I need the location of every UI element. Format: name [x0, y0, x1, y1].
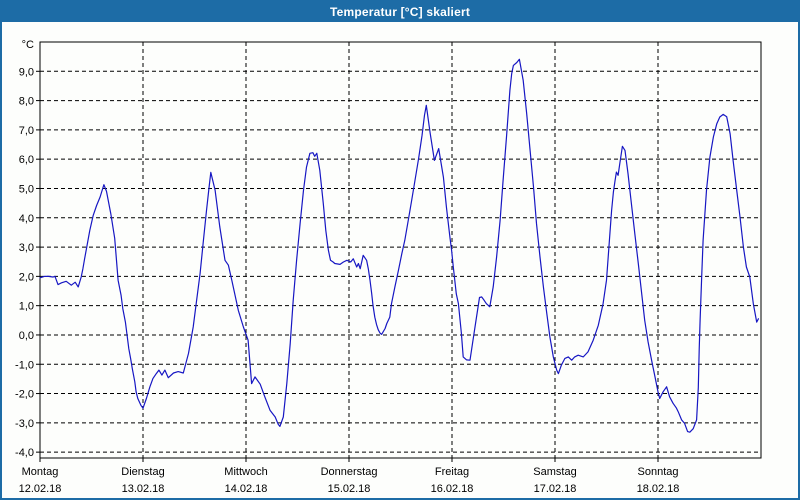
- y-axis-unit-label: °C: [22, 39, 34, 51]
- y-tick-label: 0,0: [19, 330, 34, 342]
- x-tick-label-date: 17.02.18: [534, 483, 577, 495]
- y-tick-label: 3,0: [19, 242, 34, 254]
- plot-background: [40, 42, 761, 458]
- chart-area: 9,0 8,0 7,0 6,0 5,0 4,0 3,0 2,0 1,0 0,0 -1,0 -2,0 -3…: [2, 22, 798, 498]
- temperature-line: [39, 58, 760, 433]
- x-tick-label-date: 13.02.18: [122, 483, 165, 495]
- y-tick-label: 1,0: [19, 301, 34, 313]
- x-tick-label-day: Dienstag: [121, 466, 164, 478]
- y-tick-label: -1,0: [15, 359, 34, 371]
- y-tick-label: 9,0: [19, 66, 34, 78]
- x-tick-label-day: Montag: [22, 466, 59, 478]
- y-tick-label: -3,0: [15, 418, 34, 430]
- x-tick-label-day: Samstag: [533, 466, 576, 478]
- x-tick-label-day: Sonntag: [638, 466, 679, 478]
- y-tick-label: -2,0: [15, 389, 34, 401]
- chart-svg: 9,0 8,0 7,0 6,0 5,0 4,0 3,0 2,0 1,0 0,0 -1,0 -2,0 -3…: [15, 39, 762, 495]
- y-tick-label: 2,0: [19, 271, 34, 283]
- y-tick-label: -4,0: [15, 447, 34, 459]
- x-tick-label-date: 15.02.18: [328, 483, 371, 495]
- x-tick-label-date: 12.02.18: [19, 483, 62, 495]
- x-tick-label-day: Freitag: [435, 466, 469, 478]
- y-tick-label: 8,0: [19, 96, 34, 108]
- x-tick-label-date: 14.02.18: [225, 483, 268, 495]
- window-title: Temperatur [°C] skaliert: [329, 5, 471, 19]
- x-tick-label-day: Donnerstag: [321, 466, 378, 478]
- y-tick-label: 5,0: [19, 183, 34, 195]
- x-tick-label-day: Mittwoch: [224, 466, 267, 478]
- x-tick-label-date: 16.02.18: [431, 483, 474, 495]
- y-tick-label: 7,0: [19, 125, 34, 137]
- y-tick-label: 6,0: [19, 154, 34, 166]
- plot-border: [39, 41, 762, 459]
- y-tick-label: 4,0: [19, 213, 34, 225]
- x-tick-label-date: 18.02.18: [637, 483, 680, 495]
- title-bar: Temperatur [°C] skaliert: [2, 2, 798, 22]
